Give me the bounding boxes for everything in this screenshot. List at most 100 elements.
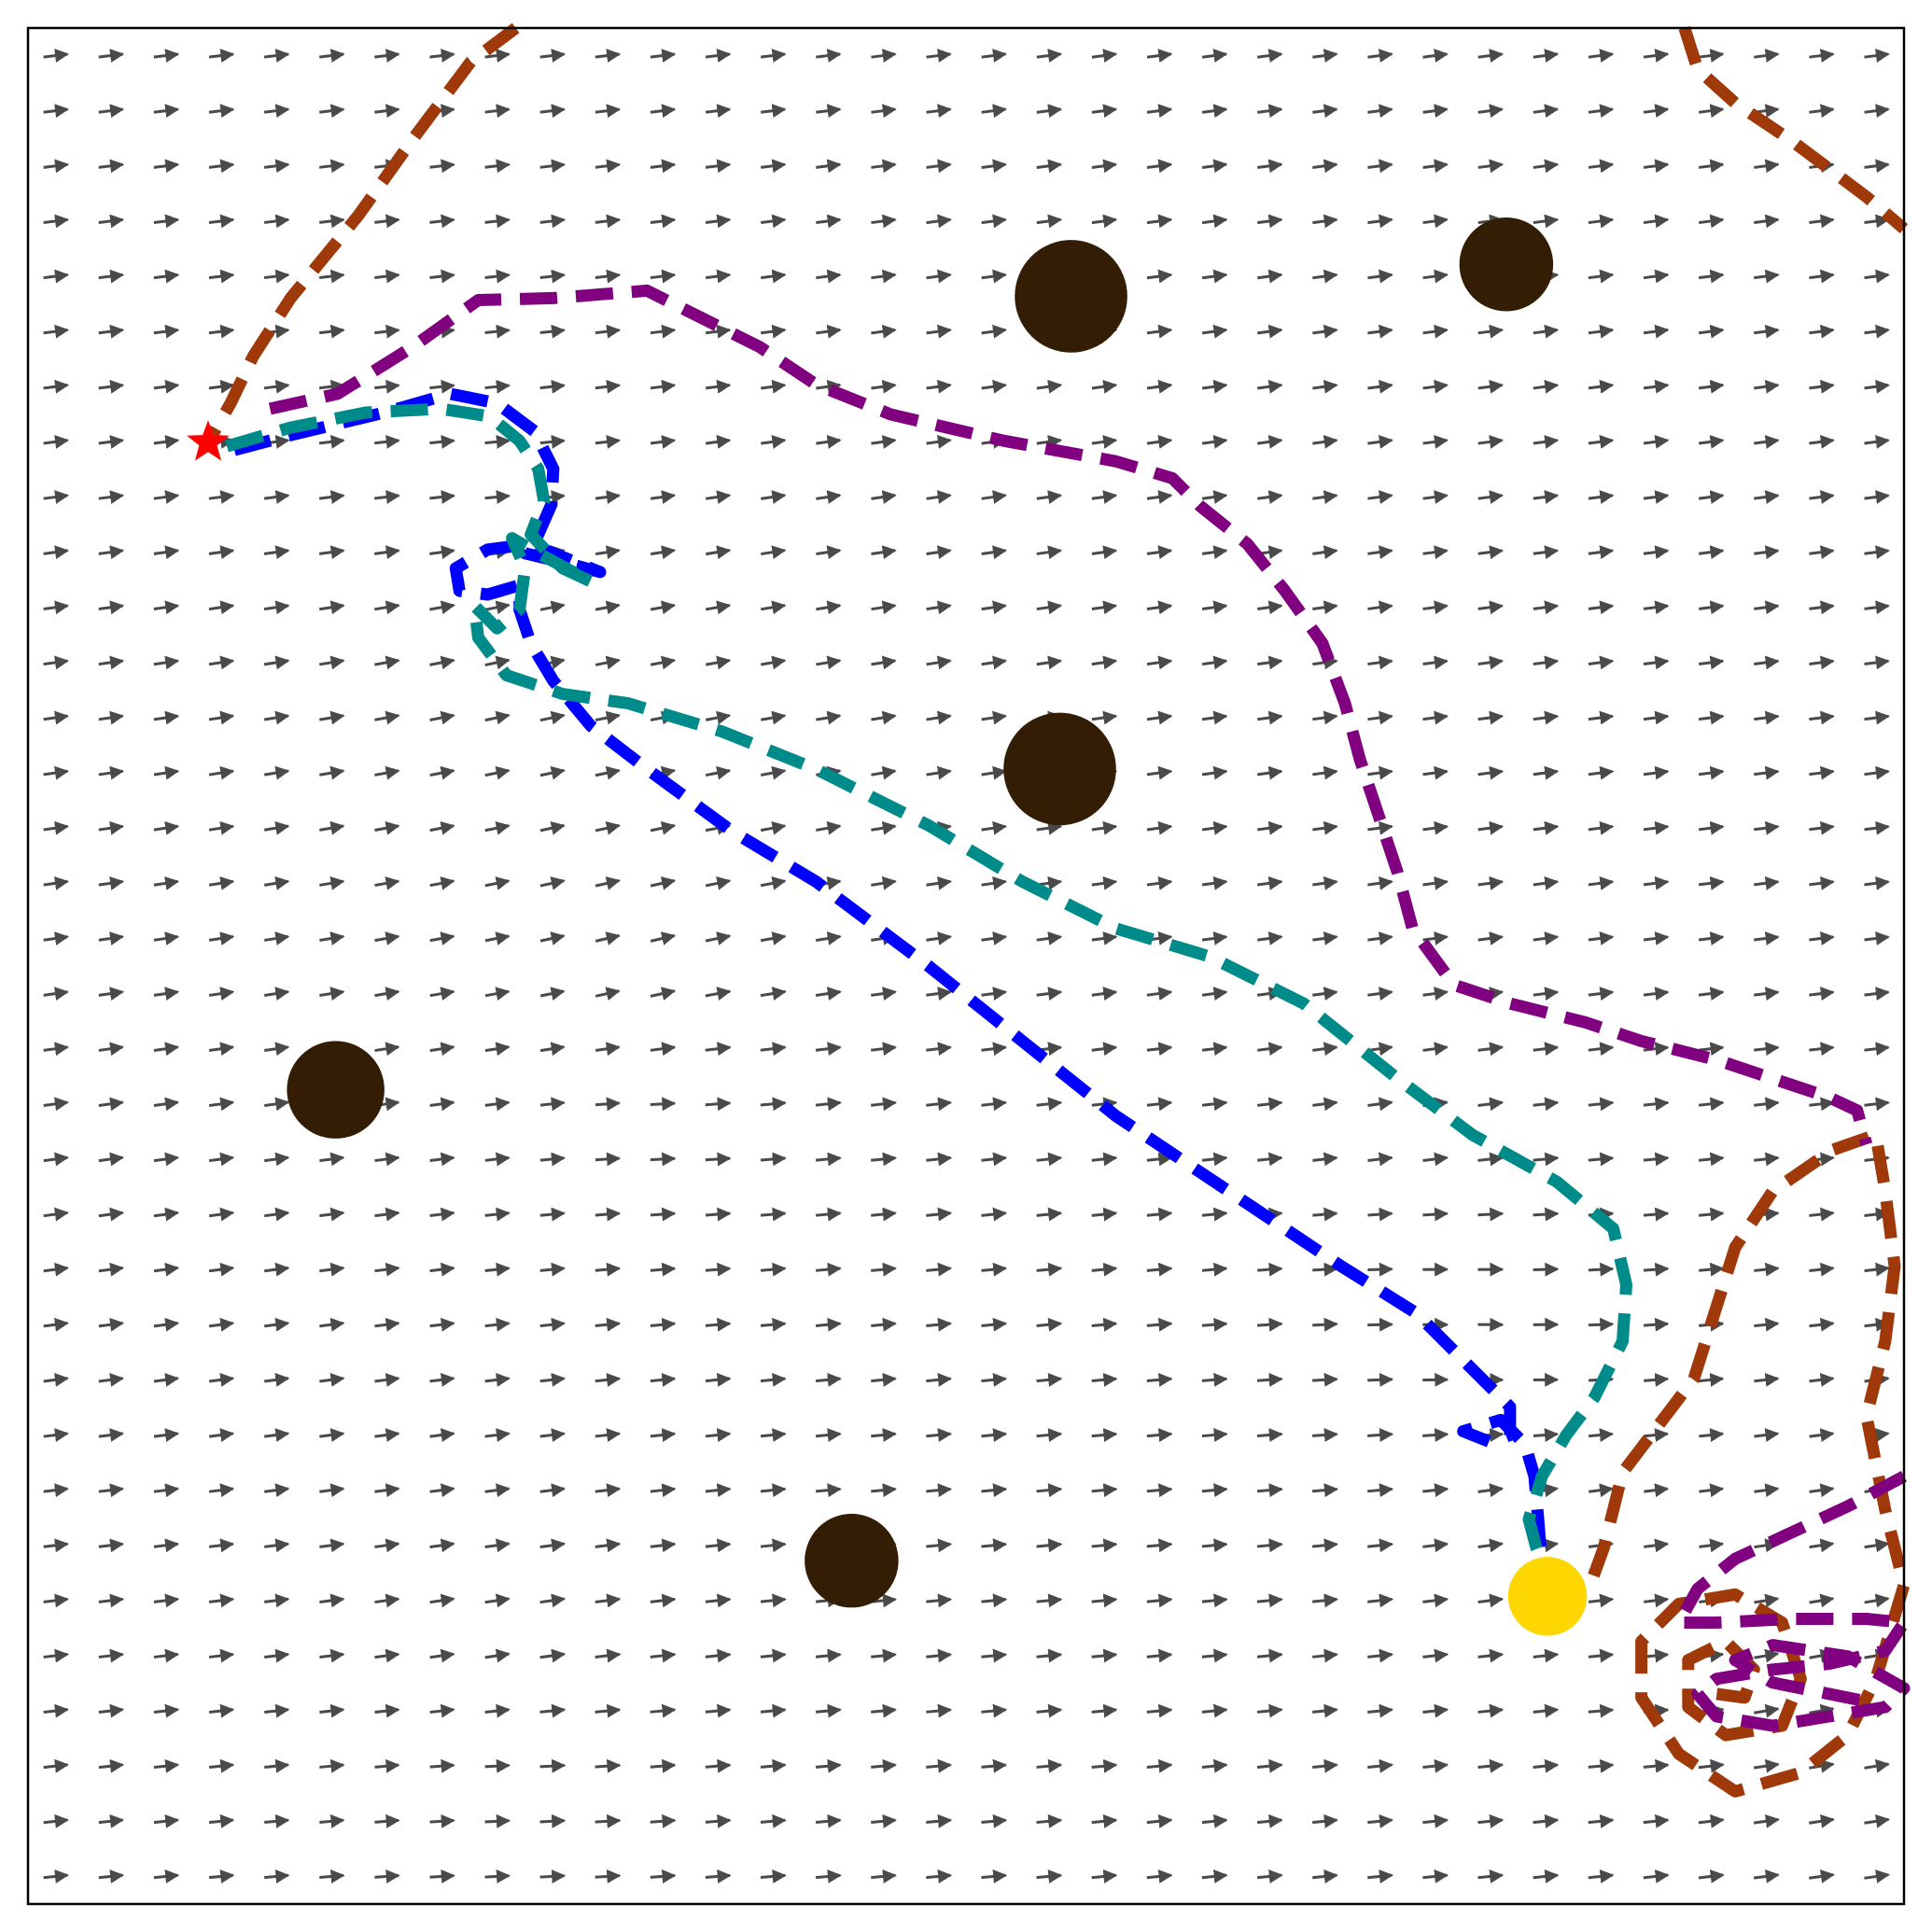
field-arrow [705,1317,732,1332]
field-arrow [429,1428,455,1443]
field-arrow [1809,765,1835,780]
field-arrow [650,490,677,505]
field-arrow [1257,214,1283,229]
field-arrow [1312,1648,1338,1663]
field-arrow [595,1317,622,1332]
field-arrow [1201,1428,1228,1443]
field-arrow [595,1372,622,1387]
field-arrow [1201,269,1228,284]
field-arrow [815,1207,842,1222]
field-arrow [208,1262,235,1277]
field-arrow [705,1813,732,1828]
field-arrow [98,214,125,229]
field-arrow [1643,987,1670,1001]
field-arrow [1146,1097,1173,1112]
field-arrow [595,1869,622,1883]
field-arrow [1367,490,1393,504]
field-arrow [1754,1262,1780,1277]
field-arrow [1367,820,1393,835]
field-arrow [1367,600,1393,615]
field-arrow [1146,545,1173,560]
field-arrow [1367,1538,1394,1553]
field-arrow [319,1758,345,1773]
field-arrow [1256,1372,1283,1387]
field-arrow [705,1097,732,1112]
field-arrow [1312,324,1338,339]
field-arrow [1864,600,1890,615]
field-arrow [1698,931,1725,945]
obstacle-2 [1459,217,1554,312]
field-arrow [1643,379,1670,394]
field-arrow [1312,875,1338,890]
field-arrow [760,1758,787,1773]
field-arrow [871,1428,897,1443]
field-arrow [208,1648,235,1663]
field-arrow [484,1042,511,1057]
field-arrow [1312,1758,1338,1773]
field-arrow [374,655,400,670]
field-arrow [43,1758,69,1773]
field-arrow [539,1869,567,1883]
field-arrow [374,1262,400,1277]
trajectory-7 [225,402,1632,1596]
field-arrow [208,104,235,119]
field-arrow [1698,765,1725,780]
field-arrow [208,931,235,945]
field-arrow [705,1262,732,1277]
field-arrow [871,1813,897,1828]
field-arrow [871,1648,897,1663]
field-arrow [926,1813,953,1828]
field-arrow [263,269,290,284]
field-arrow [429,490,455,504]
field-arrow [871,269,897,284]
field-arrow [1698,1042,1725,1057]
field-arrow [263,765,290,780]
field-arrow [1367,1703,1393,1718]
field-arrow [1201,875,1228,890]
field-arrow [871,1758,897,1773]
field-arrow [815,1317,842,1332]
field-arrow [1091,545,1118,560]
field-arrow [1091,435,1118,449]
field-arrow [1256,1538,1283,1553]
field-arrow [1257,104,1283,119]
field-arrow [705,655,732,670]
field-arrow [705,1703,732,1718]
field-arrow [1201,1152,1228,1167]
field-arrow [208,214,235,229]
field-arrow [208,1428,235,1443]
field-arrow [1367,1813,1393,1828]
field-arrow [153,490,180,504]
field-arrow [1036,820,1063,835]
field-arrow [263,490,290,504]
field-arrow [1643,1152,1670,1167]
field-arrow [705,1152,732,1167]
field-arrow [1146,1869,1173,1883]
field-arrow [1091,49,1118,63]
field-arrow [319,269,345,284]
field-arrow [1422,1813,1449,1828]
field-arrow [981,159,1007,174]
field-arrow [484,765,511,780]
field-arrow [705,214,732,229]
field-arrow [1809,655,1835,670]
field-arrow [760,1042,787,1057]
field-arrow [1367,379,1393,394]
field-arrow [429,1593,455,1608]
field-arrow [981,1593,1008,1608]
field-arrow [1864,269,1890,284]
field-arrow [1422,600,1449,615]
field-arrow [153,1317,180,1332]
field-arrow [1036,159,1063,174]
field-arrow [705,104,732,119]
field-arrow [208,710,235,725]
field-arrow [1754,1703,1780,1718]
field-arrow [1422,765,1449,780]
field-arrow [208,324,235,339]
field-arrow [981,1648,1008,1663]
field-arrow [1257,600,1283,615]
field-arrow [1643,214,1670,229]
trajectory-5 [1673,1470,1911,1732]
field-arrow [981,765,1007,780]
field-arrow [484,655,511,670]
